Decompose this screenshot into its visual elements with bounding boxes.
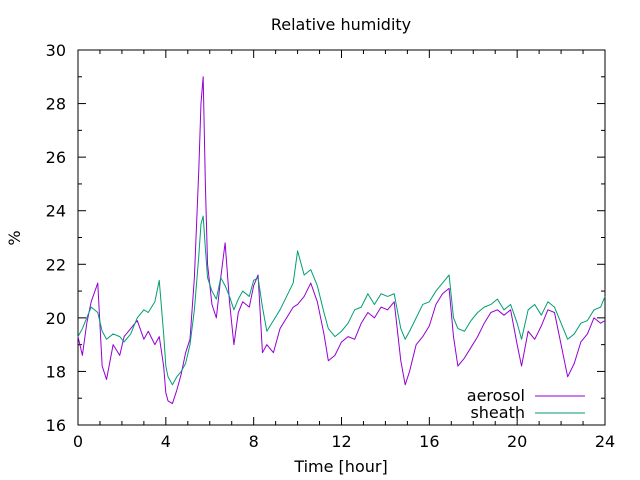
y-tick-label: 18 [46,362,66,381]
y-tick-label: 16 [46,416,66,435]
y-axis-label: % [5,230,24,245]
legend-label-aerosol: aerosol [467,386,525,405]
series-line-aerosol [77,76,606,405]
y-tick-label: 20 [46,309,66,328]
series-lines [77,76,606,405]
plot-frame [77,49,606,426]
y-tick-label: 30 [46,41,66,60]
series-line-sheath [77,215,606,386]
y-tick-label: 26 [46,148,66,167]
y-tick-label: 22 [46,255,66,274]
y-tick-label: 28 [46,95,66,114]
x-tick-label: 8 [249,432,259,451]
chart-title: Relative humidity [271,15,411,34]
x-tick-label: 4 [161,432,171,451]
legend-label-sheath: sheath [470,403,525,422]
x-axis-label: Time [hour] [293,457,387,476]
x-axis: 0 4 8 12 16 20 24 [73,50,615,451]
x-tick-label: 24 [595,432,615,451]
legend: aerosol sheath [467,386,585,422]
x-tick-label: 12 [331,432,351,451]
y-tick-label: 24 [46,202,66,221]
x-tick-label: 0 [73,432,83,451]
x-tick-label: 20 [507,432,527,451]
y-axis: 16 18 20 22 24 26 28 30 [46,41,605,435]
x-tick-label: 16 [419,432,439,451]
